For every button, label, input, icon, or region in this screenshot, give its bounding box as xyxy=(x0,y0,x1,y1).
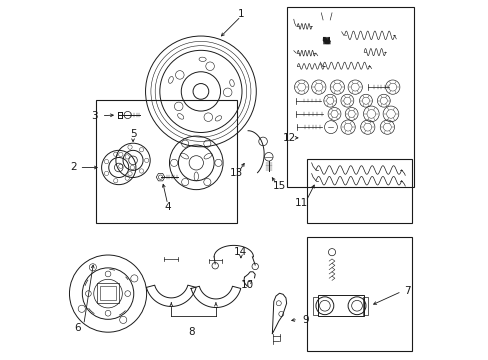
Bar xyxy=(317,295,364,316)
Bar xyxy=(312,297,318,315)
Text: 10: 10 xyxy=(240,280,253,291)
Text: 6: 6 xyxy=(74,323,81,333)
Text: 4: 4 xyxy=(164,202,171,212)
Bar xyxy=(306,158,411,223)
Text: 1: 1 xyxy=(237,9,244,19)
Text: 15: 15 xyxy=(272,181,285,192)
Text: 12: 12 xyxy=(282,133,295,143)
Text: 14: 14 xyxy=(234,247,247,257)
Text: 7: 7 xyxy=(403,287,409,296)
Text: 13: 13 xyxy=(229,168,243,178)
Text: 2: 2 xyxy=(70,162,77,172)
Bar xyxy=(363,297,367,315)
Bar xyxy=(96,100,237,223)
Bar xyxy=(287,7,413,187)
Text: 9: 9 xyxy=(301,315,308,325)
Text: 11: 11 xyxy=(294,198,307,208)
Text: 5: 5 xyxy=(129,129,136,139)
Bar xyxy=(306,237,411,351)
Bar xyxy=(100,286,116,300)
Text: 8: 8 xyxy=(188,327,195,337)
Bar xyxy=(97,283,119,302)
Text: 3: 3 xyxy=(91,111,98,121)
